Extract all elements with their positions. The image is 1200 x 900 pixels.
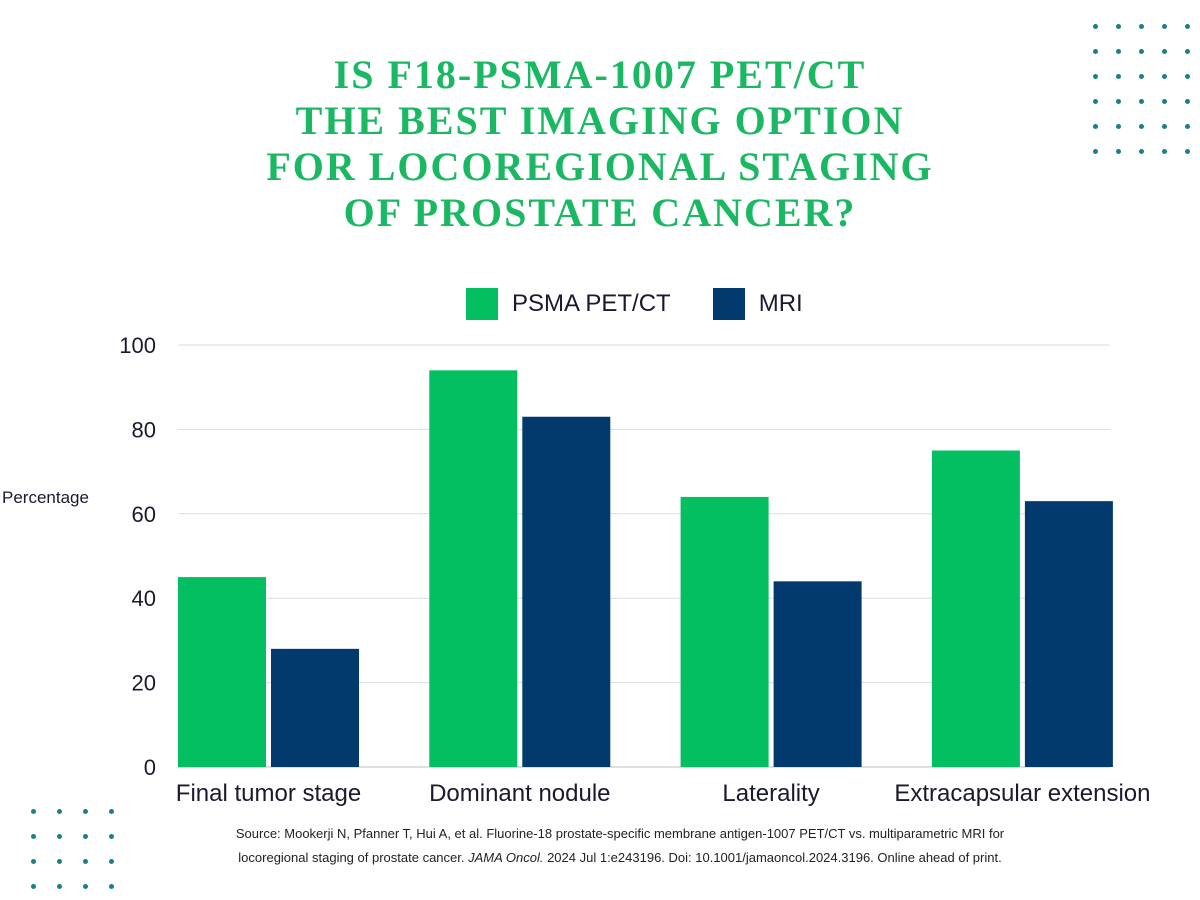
y-tick-label: 100 [119,333,156,358]
decorative-dot [1093,74,1098,79]
legend-item-mri: MRI [712,288,803,320]
source-line-1: Source: Mookerji N, Pfanner T, Hui A, et… [235,826,1005,841]
y-tick-label: 20 [132,671,156,696]
decorative-dot [1162,99,1167,104]
x-tick-label: Dominant nodule [429,780,610,807]
title-line-2: THE BEST IMAGING OPTION [295,98,905,143]
y-tick-label: 80 [132,417,156,442]
decorative-dot [1116,49,1121,54]
bar-chart: 0 20 40 60 80 100 Percentage Final tumor stage D… [2,333,1150,807]
decorative-dot [1139,49,1144,54]
legend-label-psma: PSMA PET/CT [512,290,671,317]
decorative-dot [31,884,36,889]
decorative-dot [83,809,88,814]
decorative-dot [1185,49,1190,54]
decorative-dot [1185,74,1190,79]
source-line-2-post: 2024 Jul 1:e243196. Doi: 10.1001/jamaonc… [543,850,1002,865]
bar-mri [271,648,359,767]
decorative-dot [109,859,114,864]
decorative-dot [1093,99,1098,104]
bar-mri [1024,501,1113,767]
decorative-dot-grid-top-right [1093,24,1190,154]
x-tick-label: Final tumor stage [176,780,361,807]
decorative-dot [83,884,88,889]
source-citation: Source: Mookerji N, Pfanner T, Hui A, et… [140,822,1100,870]
title-line-1: IS F18-PSMA-1007 PET/CT [333,52,867,97]
decorative-dot [57,834,62,839]
bar-mri [773,581,862,767]
legend-item-psma: PSMA PET/CT [466,288,671,320]
decorative-dot [1116,124,1121,129]
bar-psma [680,496,769,767]
decorative-dot [109,834,114,839]
y-axis-title: Percentage [2,488,89,507]
decorative-dot [1139,74,1144,79]
bar-mri [522,416,611,767]
decorative-dot [109,884,114,889]
decorative-dot [1139,99,1144,104]
decorative-dot [1185,124,1190,129]
decorative-dot [31,834,36,839]
decorative-dot [31,809,36,814]
x-tick-label: Laterality [722,780,819,807]
decorative-dot [1185,99,1190,104]
decorative-dot [1093,149,1098,154]
decorative-dot [31,859,36,864]
decorative-dot [1162,49,1167,54]
y-tick-label: 40 [132,586,156,611]
decorative-dot [1185,24,1190,29]
decorative-dot [1162,74,1167,79]
decorative-dot [1139,149,1144,154]
legend-swatch-psma [466,288,498,320]
bar-psma [429,370,518,767]
decorative-dot [1162,24,1167,29]
decorative-dot [1093,49,1098,54]
y-tick-label: 60 [132,502,156,527]
decorative-dot [83,834,88,839]
source-journal: JAMA Oncol. [468,850,544,865]
decorative-dot [1116,149,1121,154]
y-tick-label: 0 [144,755,156,780]
bar-psma [931,450,1020,767]
decorative-dot [1093,24,1098,29]
title-line-4: OF PROSTATE CANCER? [343,190,857,235]
legend-swatch-mri [712,288,745,320]
source-line-2-pre: locoregional staging of prostate cancer. [238,850,469,865]
decorative-dot [1162,149,1167,154]
decorative-dot [1162,124,1167,129]
chart-legend: PSMA PET/CT MRI [466,288,845,320]
x-tick-label: Extracapsular extension [894,780,1150,807]
decorative-dot [1116,99,1121,104]
page-title: IS F18-PSMA-1007 PET/CT THE BEST IMAGING… [150,52,1050,236]
decorative-dot [109,809,114,814]
decorative-dot [1116,74,1121,79]
decorative-dot [57,809,62,814]
decorative-dot-grid-bottom-left [31,809,114,889]
decorative-dot [1139,24,1144,29]
decorative-dot [83,859,88,864]
decorative-dot [57,884,62,889]
legend-label-mri: MRI [758,290,803,317]
title-line-3: FOR LOCOREGIONAL STAGING [266,144,934,189]
decorative-dot [1139,124,1144,129]
decorative-dot [1116,24,1121,29]
decorative-dot [57,859,62,864]
decorative-dot [1185,149,1190,154]
source-line-2: locoregional staging of prostate cancer.… [140,846,1100,870]
bar-psma [178,577,266,767]
decorative-dot [1093,124,1098,129]
